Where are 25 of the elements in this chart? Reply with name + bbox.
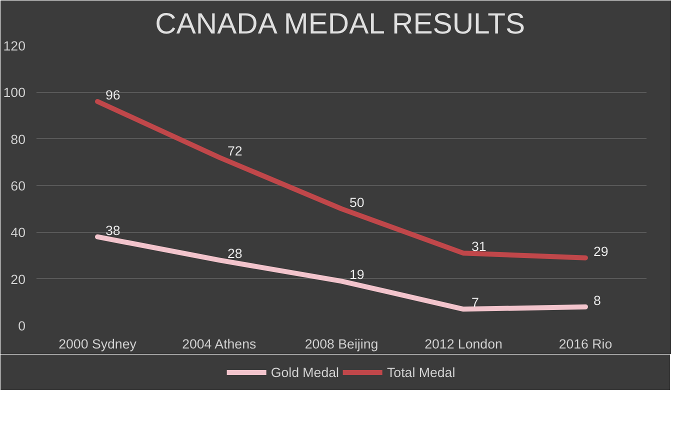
x-tick-label: 2004 Athens (182, 336, 257, 352)
y-tick-label: 0 (18, 318, 26, 334)
data-label: 19 (350, 267, 364, 282)
data-label: 28 (228, 246, 242, 262)
y-tick-label: 80 (10, 132, 26, 147)
legend-label: Total Medal (387, 364, 456, 380)
data-label: 72 (228, 144, 242, 158)
data-label: 29 (594, 244, 608, 259)
x-tick-label: 2000 Sydney (58, 336, 137, 352)
x-tick-label: 2012 London (424, 336, 502, 352)
y-tick-label: 20 (10, 272, 26, 287)
data-label: 38 (106, 222, 120, 238)
x-tick-label: 2008 Beijing (304, 336, 378, 352)
data-label: 96 (106, 88, 120, 102)
y-tick-label: 100 (3, 85, 26, 100)
data-label: 8 (594, 292, 601, 308)
chart-title: CANADA MEDAL RESULTS (155, 8, 526, 40)
x-tick-label: 2016 Rio (558, 336, 612, 352)
y-tick-label: 120 (3, 38, 26, 54)
data-label: 50 (350, 194, 364, 210)
y-tick-label: 60 (10, 178, 26, 194)
data-label: 7 (472, 295, 479, 310)
y-tick-label: 40 (10, 225, 26, 240)
data-label: 31 (472, 239, 486, 254)
legend-label: Gold Medal (270, 364, 339, 380)
